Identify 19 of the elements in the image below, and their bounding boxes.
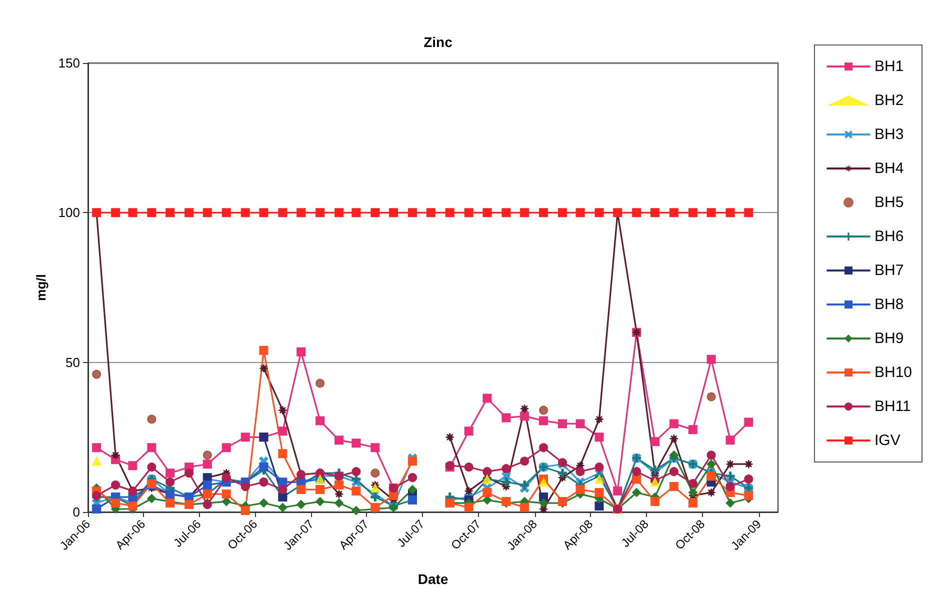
legend-label: BH7 bbox=[874, 262, 904, 279]
chart-title: Zinc bbox=[424, 34, 453, 50]
legend-label: BH5 bbox=[874, 194, 904, 211]
y-tick-label: 50 bbox=[66, 354, 80, 370]
legend-label: BH11 bbox=[874, 398, 911, 415]
legend-label: BH1 bbox=[874, 58, 904, 75]
legend-label: BH4 bbox=[874, 160, 904, 177]
legend-label: BH3 bbox=[874, 126, 904, 143]
legend-label: BH10 bbox=[874, 364, 912, 381]
legend-label: IGV bbox=[874, 432, 900, 449]
legend-label: BH6 bbox=[874, 228, 904, 245]
y-tick-label: 150 bbox=[58, 56, 80, 70]
y-tick-label: 100 bbox=[58, 205, 80, 220]
x-axis-title: Date bbox=[418, 571, 448, 587]
legend-label: BH9 bbox=[874, 330, 904, 347]
y-tick-label: 0 bbox=[72, 504, 80, 520]
legend-label: BH8 bbox=[874, 296, 904, 313]
y-axis-title: mg/l bbox=[33, 274, 48, 301]
legend-label: BH2 bbox=[874, 92, 904, 109]
